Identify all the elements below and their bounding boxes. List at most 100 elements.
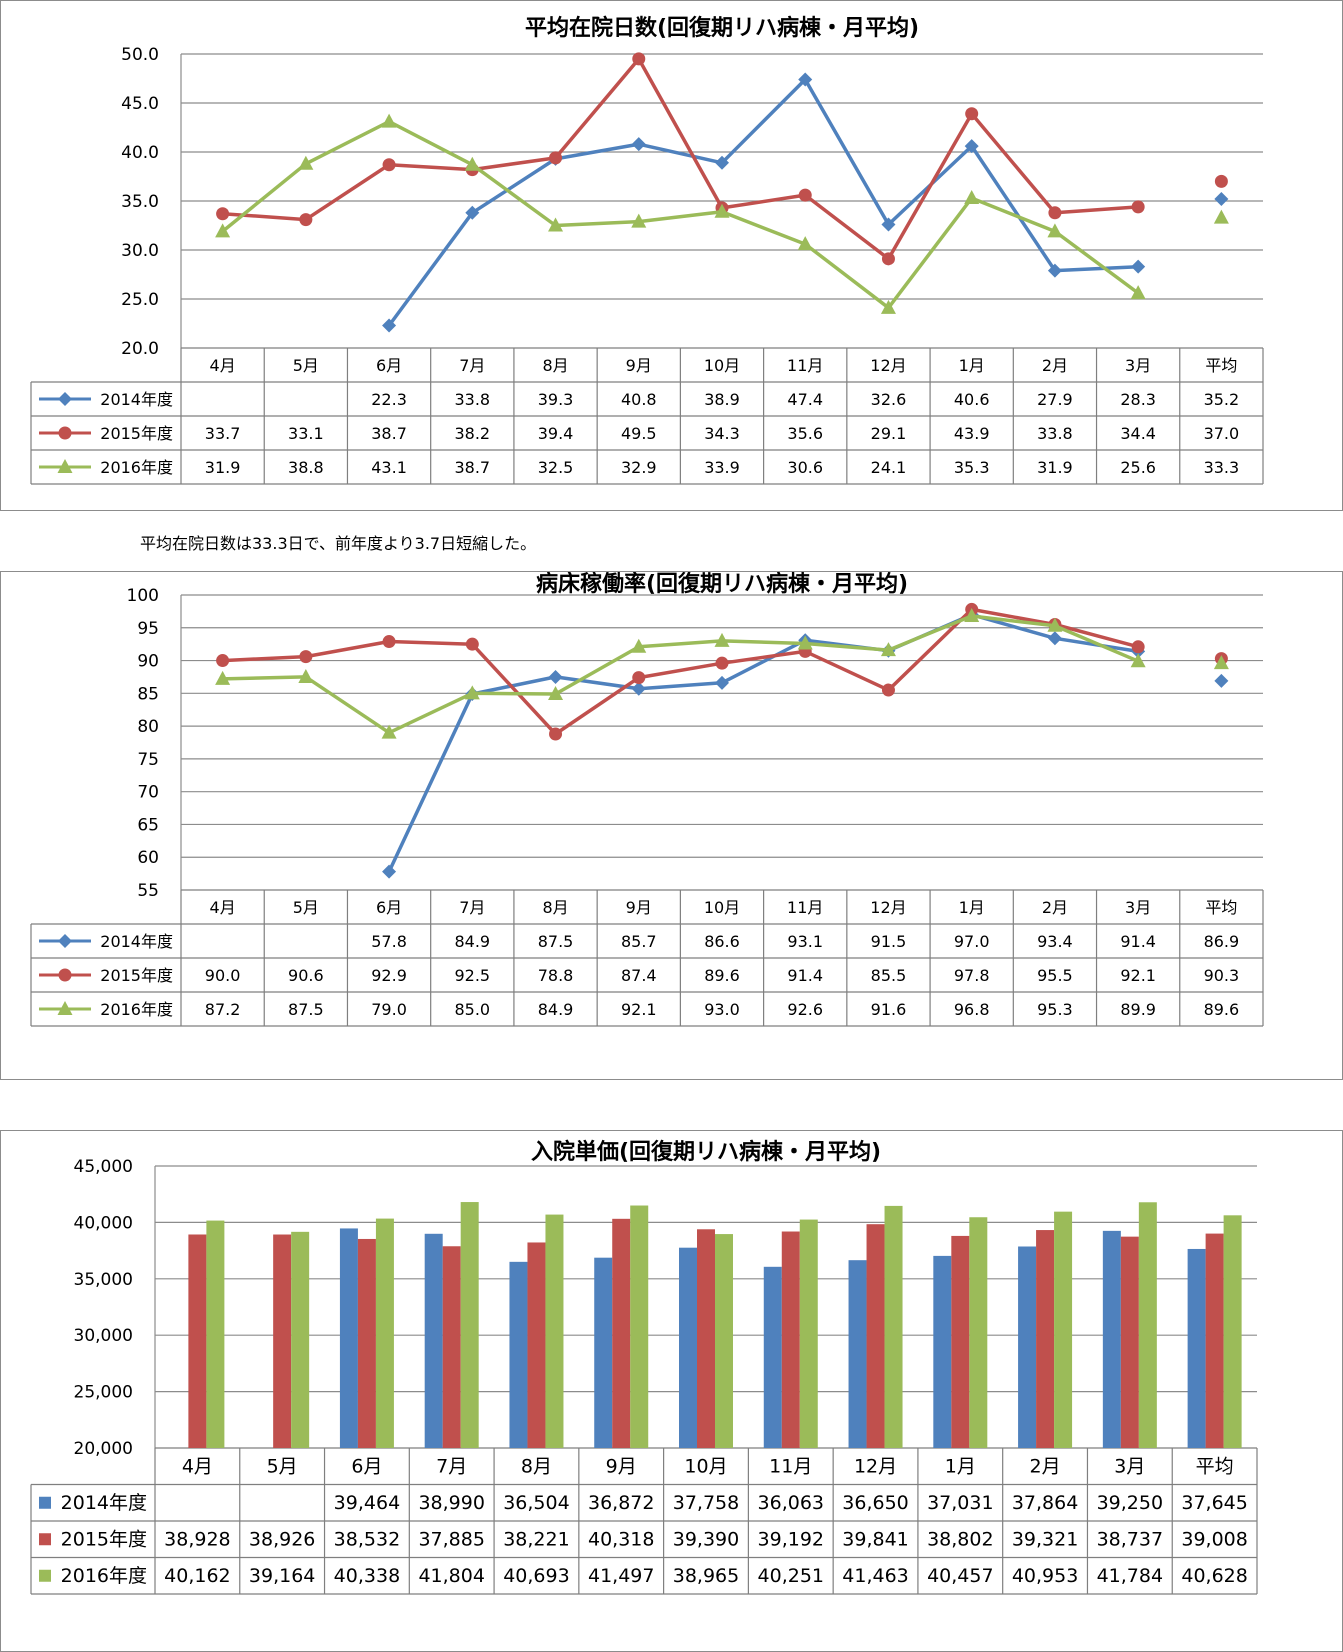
legend-marker <box>57 459 73 473</box>
y-tick-label: 80 <box>137 717 159 737</box>
bar <box>763 1266 782 1448</box>
chart-panel-unit-price: 入院単価(回復期リハ病棟・月平均) 20,000 25,000 30,000 35,00… <box>0 1130 1343 1652</box>
table-cell-value: 41,804 <box>418 1565 484 1587</box>
x-tick-label: 11月 <box>787 898 823 917</box>
chart-panel-bed-occupancy: 病床稼働率(回復期リハ病棟・月平均) 55 60 65 70 75 80 85 90 95 100 4… <box>0 571 1343 1080</box>
legend-label: 2014年度 <box>100 390 173 409</box>
bar <box>799 1219 818 1448</box>
avg-stay-chart: 平均在院日数(回復期リハ病棟・月平均) 20.0 25.0 30.0 35.0 40.0 4… <box>30 15 1264 485</box>
x-tick-label: 4月 <box>210 898 236 917</box>
table-cell-value: 35.3 <box>954 458 990 477</box>
table-cell-value: 28.3 <box>1120 390 1156 409</box>
series-2014年度: 2014年度 22.3 33.8 39.3 40.8 38.9 47.4 32.6 40.6 27… <box>39 72 1239 409</box>
bar <box>866 1224 885 1448</box>
x-tick-label: 7月 <box>459 898 485 917</box>
y-tick-label: 100 <box>127 586 159 606</box>
data-point <box>382 864 397 879</box>
bar <box>781 1231 800 1448</box>
x-tick-label: 11月 <box>787 356 823 375</box>
data-point <box>1131 200 1145 214</box>
y-tick-label: 45,000 <box>74 1157 133 1177</box>
data-point <box>549 727 563 741</box>
y-tick-label: 75 <box>137 750 159 770</box>
table-cell-value: 38.7 <box>371 424 407 443</box>
table-cell-value: 89.6 <box>1204 1000 1240 1019</box>
table-cell-value: 35.2 <box>1204 390 1240 409</box>
data-point <box>215 670 231 685</box>
table-cell-value: 39,250 <box>1097 1492 1163 1514</box>
x-tick-label: 5月 <box>293 356 319 375</box>
legend-marker <box>58 934 72 948</box>
legend-label: 2015年度 <box>100 966 173 985</box>
bar <box>1120 1236 1139 1448</box>
data-point <box>464 156 480 171</box>
bar <box>1223 1215 1242 1448</box>
data-point <box>797 635 813 650</box>
table-cell-value: 40,953 <box>1012 1565 1078 1587</box>
legend-label: 2016年度 <box>100 458 173 477</box>
bar <box>951 1235 970 1448</box>
y-tick-label: 40,000 <box>74 1213 133 1233</box>
table-cell-value: 36,650 <box>842 1492 908 1514</box>
table-cell-value: 86.9 <box>1204 932 1240 951</box>
y-tick-label: 25.0 <box>121 290 159 310</box>
table-cell-value: 95.3 <box>1037 1000 1073 1019</box>
table-cell-value: 33.8 <box>454 390 490 409</box>
data-point <box>548 669 563 684</box>
bar <box>357 1238 376 1448</box>
table-cell-value: 38,737 <box>1097 1528 1163 1550</box>
bar <box>697 1229 715 1448</box>
table-cell-value: 39,390 <box>673 1528 739 1550</box>
data-point <box>1047 263 1062 278</box>
data-point <box>299 650 313 664</box>
table-cell-value: 90.3 <box>1204 966 1240 985</box>
table-cell-value: 36,504 <box>503 1492 569 1514</box>
data-point <box>631 137 646 152</box>
table-cell-value: 92.1 <box>1120 966 1156 985</box>
y-tick-label: 35,000 <box>74 1270 133 1290</box>
table-cell-value: 49.5 <box>621 424 657 443</box>
data-point <box>631 638 647 653</box>
table-cell-value: 33.1 <box>288 424 324 443</box>
x-tick-label: 10月 <box>684 1455 727 1477</box>
y-tick-label: 55 <box>137 881 159 901</box>
table-cell-value: 36,872 <box>588 1492 654 1514</box>
y-tick-label: 40.0 <box>121 143 159 163</box>
data-point <box>965 107 979 121</box>
y-tick-label: 65 <box>137 815 159 835</box>
table-cell-value: 32.6 <box>871 390 907 409</box>
x-tick-label: 9月 <box>606 1455 637 1477</box>
table-cell-value: 38,926 <box>249 1528 315 1550</box>
legend-label: 2014年度 <box>100 932 173 951</box>
data-point <box>714 632 730 647</box>
table-cell-value: 93.1 <box>787 932 823 951</box>
data-point <box>1214 673 1229 688</box>
table-cell-value: 40.8 <box>621 390 657 409</box>
table-cell-value: 35.6 <box>787 424 823 443</box>
table-cell-value: 91.6 <box>871 1000 907 1019</box>
bar <box>612 1218 631 1448</box>
data-point <box>382 158 396 172</box>
table-cell-value: 78.8 <box>538 966 574 985</box>
bar <box>884 1205 903 1448</box>
bar <box>1205 1233 1224 1448</box>
table-cell-value: 90.0 <box>205 966 241 985</box>
y-tick-label: 45.0 <box>121 94 159 114</box>
y-tick-label: 60 <box>137 848 159 868</box>
series-2015年度: 2015年度 33.7 33.1 38.7 38.2 39.4 49.5 34.3 35.6 29… <box>39 52 1239 443</box>
table-cell-value: 86.6 <box>704 932 740 951</box>
table-cell-value: 85.0 <box>454 1000 490 1019</box>
data-point <box>216 654 230 668</box>
x-tick-label: 平均 <box>1205 898 1237 917</box>
table-cell-value: 84.9 <box>454 932 490 951</box>
table-cell-value: 47.4 <box>787 390 823 409</box>
data-point <box>631 681 646 696</box>
y-tick-label: 20.0 <box>121 339 159 359</box>
table-cell-value: 87.4 <box>621 966 657 985</box>
table-cell-value: 37,031 <box>927 1492 993 1514</box>
data-point <box>382 318 397 333</box>
bar <box>1102 1230 1121 1448</box>
table-cell-value: 24.1 <box>871 458 907 477</box>
y-tick-label: 30,000 <box>74 1326 133 1346</box>
table-cell-value: 37,758 <box>673 1492 739 1514</box>
